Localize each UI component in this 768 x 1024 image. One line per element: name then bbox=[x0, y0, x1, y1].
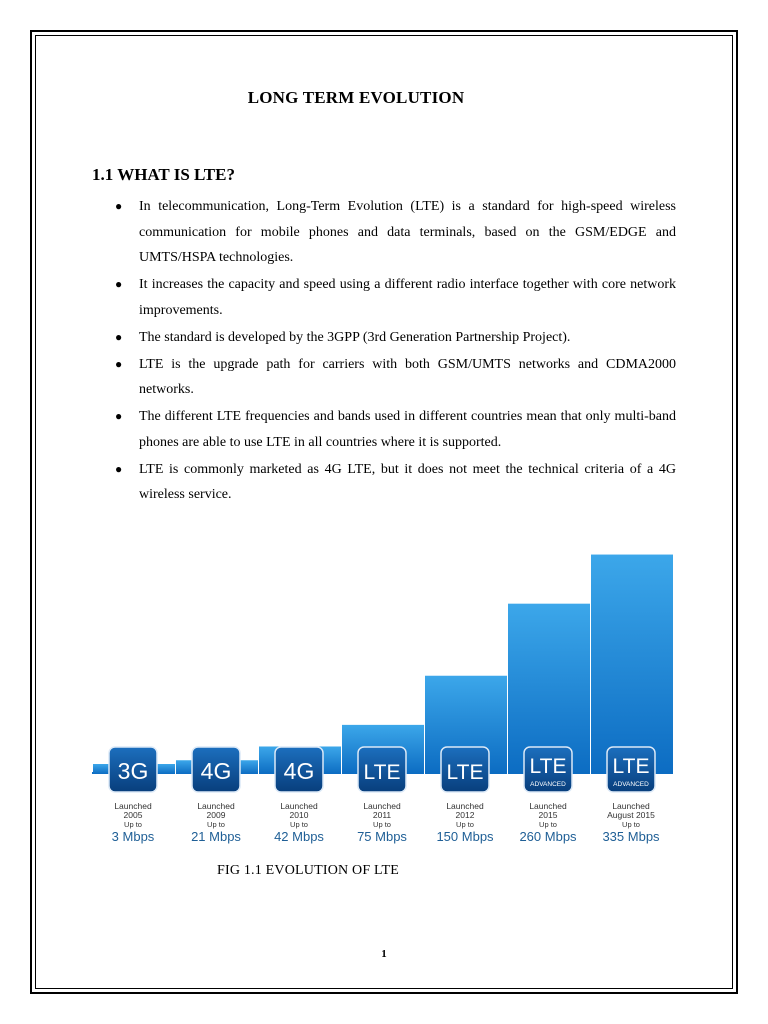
generation-label: LTE bbox=[364, 761, 401, 784]
launch-year: 2011 bbox=[373, 810, 392, 820]
up-to-label: Up to bbox=[373, 820, 391, 829]
speed-label: 75 Mbps bbox=[357, 829, 407, 844]
page-number: 1 bbox=[381, 948, 387, 960]
bullet-dot-icon: ● bbox=[115, 461, 123, 476]
launch-year: August 2015 bbox=[607, 810, 655, 820]
speed-label: 21 Mbps bbox=[191, 829, 241, 844]
bullet-text: In telecommunication, Long-Term Evolutio… bbox=[139, 199, 676, 265]
launched-label: Launched bbox=[363, 801, 401, 811]
launch-year: 2010 bbox=[290, 810, 309, 820]
up-to-label: Up to bbox=[539, 820, 557, 829]
speed-label: 150 Mbps bbox=[436, 829, 494, 844]
bullet-dot-icon: ● bbox=[115, 409, 123, 423]
generation-label: 3G bbox=[118, 758, 149, 784]
launched-label: Launched bbox=[114, 801, 152, 811]
generation-label: LTE bbox=[530, 755, 567, 778]
generation-sublabel: ADVANCED bbox=[530, 781, 566, 788]
lte-evolution-chart: 3G 4G 4G LTE LTE LTE ADVANCED LTE ADVANCED Launc… bbox=[92, 554, 673, 844]
speed-label: 260 Mbps bbox=[519, 829, 577, 844]
bullet-list: ● In telecommunication, Long-Term Evoluti… bbox=[106, 194, 676, 509]
page-border-inner bbox=[35, 35, 733, 989]
up-to-label: Up to bbox=[124, 820, 142, 829]
speed-label: 3 Mbps bbox=[112, 829, 155, 844]
badges-layer: 3G 4G 4G LTE LTE LTE ADVANCED LTE ADVANCED bbox=[108, 746, 656, 793]
bullet-item: ● The standard is developed by the 3GPP (… bbox=[106, 325, 676, 351]
bullet-text: LTE is commonly marketed as 4G LTE, but … bbox=[139, 461, 676, 503]
bullet-text: The different LTE frequencies and bands … bbox=[139, 409, 676, 450]
generation-badge bbox=[606, 746, 656, 793]
bullet-item: ● LTE is the upgrade path for carriers wi… bbox=[106, 352, 676, 403]
generation-badge bbox=[523, 746, 573, 793]
bullet-item: ● It increases the capacity and speed usi… bbox=[106, 272, 676, 323]
speed-label: 42 Mbps bbox=[274, 829, 324, 844]
up-to-label: Up to bbox=[456, 820, 474, 829]
generation-label: 4G bbox=[201, 758, 232, 784]
bullet-dot-icon: ● bbox=[115, 356, 123, 371]
generation-badge bbox=[108, 746, 158, 793]
launched-label: Launched bbox=[197, 801, 235, 811]
bullet-text: It increases the capacity and speed usin… bbox=[139, 277, 676, 318]
launch-year: 2009 bbox=[207, 810, 226, 820]
page-border-outer bbox=[30, 30, 738, 994]
bullet-dot-icon: ● bbox=[115, 199, 123, 213]
generation-label: LTE bbox=[613, 755, 650, 778]
up-to-label: Up to bbox=[622, 820, 640, 829]
generation-badge bbox=[191, 746, 241, 793]
launch-year: 2005 bbox=[124, 810, 143, 820]
bullet-dot-icon: ● bbox=[115, 329, 123, 344]
launched-label: Launched bbox=[612, 801, 650, 811]
section-heading: 1.1 WHAT IS LTE? bbox=[92, 165, 235, 184]
document-title: LONG TERM EVOLUTION bbox=[247, 88, 465, 107]
bullet-item: ● In telecommunication, Long-Term Evoluti… bbox=[106, 194, 676, 271]
bars-layer bbox=[92, 554, 673, 774]
generation-badge bbox=[357, 746, 407, 793]
generation-badge bbox=[440, 746, 490, 793]
launch-year: 2015 bbox=[539, 810, 558, 820]
generation-badge bbox=[274, 746, 324, 793]
bullet-item: ● The different LTE frequencies and bands… bbox=[106, 404, 676, 455]
generation-sublabel: ADVANCED bbox=[613, 781, 649, 788]
speed-bar bbox=[508, 603, 590, 774]
up-to-label: Up to bbox=[290, 820, 308, 829]
bullet-text: LTE is the upgrade path for carriers wit… bbox=[139, 356, 676, 398]
bullet-dot-icon: ● bbox=[115, 277, 123, 291]
speed-bar bbox=[591, 554, 673, 774]
up-to-label: Up to bbox=[207, 820, 225, 829]
generation-label: 4G bbox=[284, 758, 315, 784]
bullet-item: ● LTE is commonly marketed as 4G LTE, but… bbox=[106, 457, 676, 508]
launched-label: Launched bbox=[529, 801, 567, 811]
launch-year: 2012 bbox=[456, 810, 475, 820]
figure-caption: FIG 1.1 EVOLUTION OF LTE bbox=[217, 863, 399, 878]
generation-label: LTE bbox=[447, 761, 484, 784]
bullet-text: The standard is developed by the 3GPP (3… bbox=[139, 329, 571, 345]
speed-label: 335 Mbps bbox=[602, 829, 660, 844]
launched-label: Launched bbox=[280, 801, 318, 811]
launched-label: Launched bbox=[446, 801, 484, 811]
